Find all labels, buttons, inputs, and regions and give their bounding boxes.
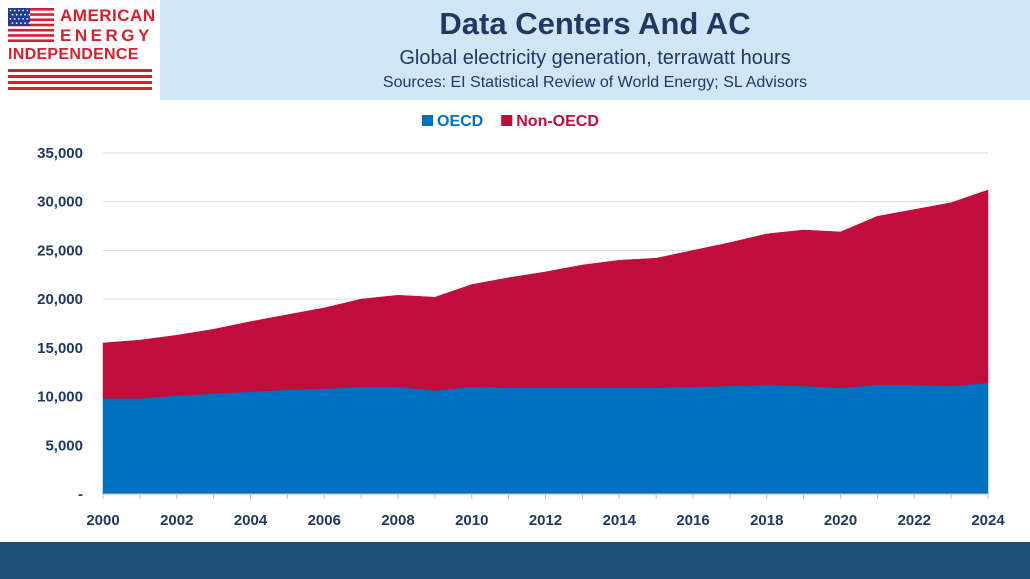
us-flag-icon [8, 8, 54, 42]
legend-swatch [501, 115, 513, 126]
x-tick-label: 2012 [529, 512, 562, 529]
x-tick-label: 2006 [308, 512, 341, 529]
chart-title: Data Centers And AC [439, 6, 751, 41]
x-tick-label: 2016 [676, 512, 709, 529]
legend: OECD Non-OECD [422, 113, 599, 130]
x-tick-label: 2008 [381, 512, 414, 529]
y-tick-label: 5,000 [45, 437, 83, 454]
x-tick-label: 2014 [603, 512, 637, 529]
legend-label: Non-OECD [516, 113, 599, 130]
legend-swatch [422, 115, 433, 126]
series-area-non-oecd [102, 189, 989, 399]
logo-text-american: AMERICAN [60, 6, 156, 25]
x-tick-label: 2004 [234, 512, 268, 529]
legend-label: OECD [437, 113, 483, 130]
chart-subtitle: Global electricity generation, terrawatt… [399, 47, 791, 69]
x-tick-label: 2020 [824, 512, 857, 529]
x-tick-label: 2002 [160, 512, 193, 529]
y-tick-label: 20,000 [37, 291, 83, 308]
logo: AMERICAN ENERGY INDEPENDENCE [0, 0, 160, 100]
header-band: Data Centers And AC Global electricity g… [160, 0, 1030, 100]
y-tick-label: 35,000 [37, 145, 83, 162]
chart-areas [102, 189, 989, 495]
chart-source: Sources: EI Statistical Review of World … [382, 74, 808, 91]
y-tick-label: 10,000 [37, 389, 83, 406]
y-tick-label: 30,000 [37, 194, 83, 211]
x-tick-label: 2024 [971, 512, 1005, 529]
logo-text-independence: INDEPENDENCE [8, 46, 139, 63]
series-area-oecd [102, 382, 989, 495]
y-tick-label: 25,000 [37, 242, 83, 259]
stacked-area-chart: OECD Non-OECD - 5,000 10,000 15,000 20,000 25,… [37, 113, 1005, 529]
footer-band [0, 542, 1030, 579]
logo-text-energy: ENERGY [60, 26, 153, 45]
x-tick-label: 2018 [750, 512, 783, 529]
x-tick-label: 2010 [455, 512, 488, 529]
logo-stripes [8, 69, 152, 91]
chart-axes: - 5,000 10,000 15,000 20,000 25,000 30,000 35,0… [37, 145, 1005, 529]
x-tick-label: 2022 [898, 512, 931, 529]
x-tick-label: 2000 [86, 512, 119, 529]
y-tick-label: 15,000 [37, 340, 83, 357]
y-tick-label: - [78, 486, 83, 503]
